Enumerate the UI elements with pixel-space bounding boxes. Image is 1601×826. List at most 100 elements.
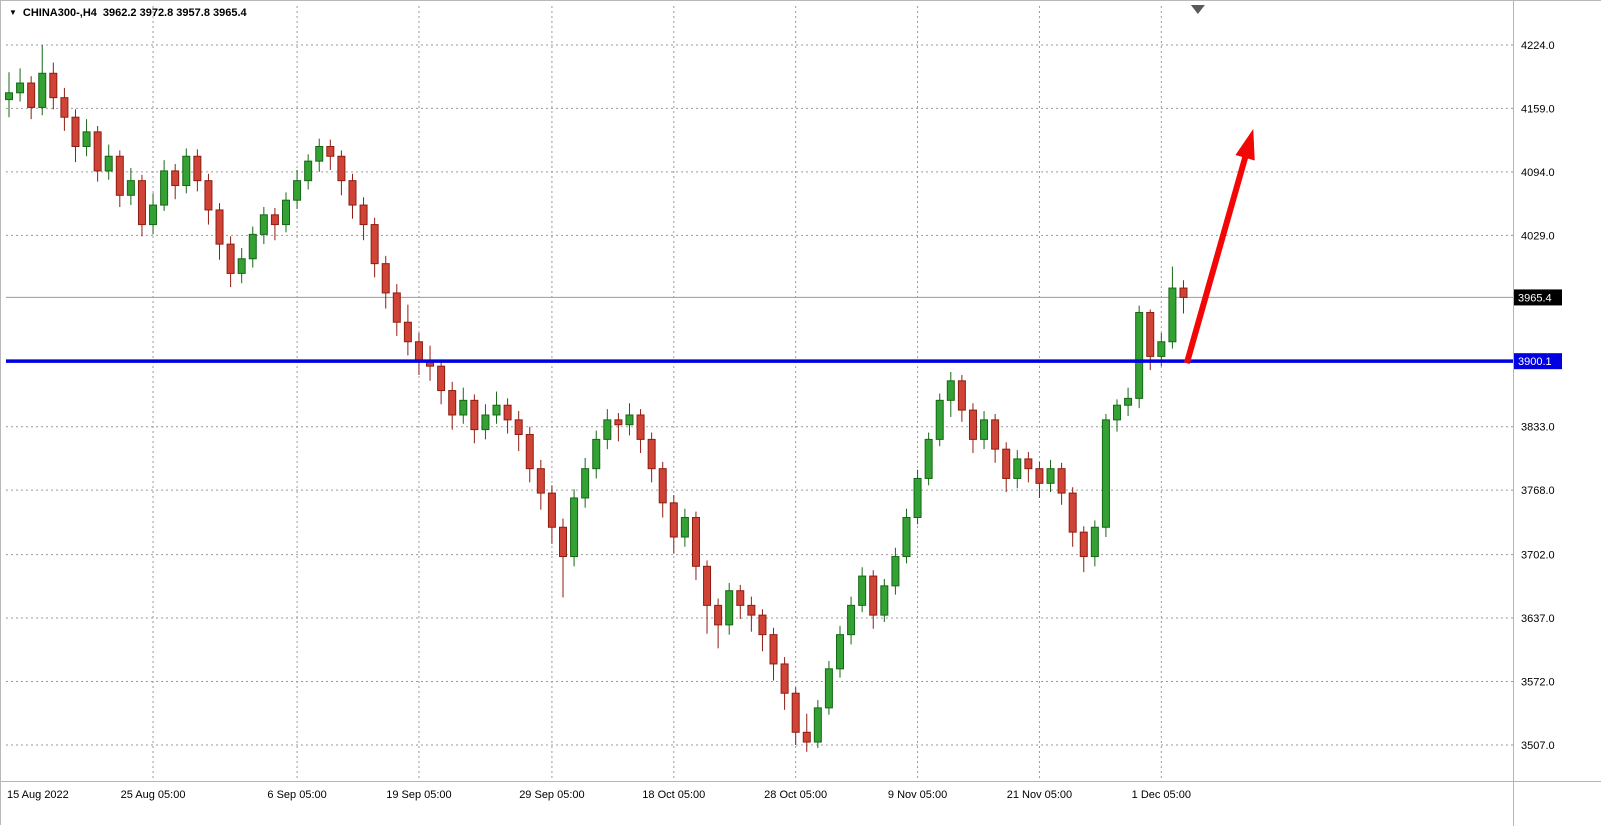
candle [603,409,612,450]
candle [570,489,579,567]
candle [902,508,911,564]
trend-arrow-shaft[interactable] [1183,149,1251,365]
candle-body [226,243,235,274]
candle [525,426,534,483]
candle-body [736,590,745,606]
candle-body [592,438,601,470]
candle-body [725,590,734,626]
candle-body [204,180,213,211]
candle-body [1046,468,1055,484]
candle-body [315,145,324,162]
candle [647,432,656,483]
candle-body [1101,419,1110,528]
candle [1101,414,1110,538]
candle [115,150,124,208]
candle [1057,462,1066,505]
candle [1002,442,1011,493]
candle [481,404,490,440]
candle-body [71,116,80,147]
candle [991,414,1000,463]
candle [824,661,833,715]
candle [60,87,69,131]
candle-body [93,131,102,172]
trend-arrow-head[interactable] [1235,128,1255,161]
candle [769,627,778,681]
candle-body [348,180,357,206]
candle-body [980,419,989,440]
candle-body [1068,492,1077,533]
time-axis-label: 19 Sep 05:00 [386,789,451,801]
candle-body [1179,287,1188,298]
candle-body [891,556,900,587]
candle [326,139,335,170]
candle-body [337,155,346,182]
candle-body [1113,404,1121,421]
candle-body [1024,458,1033,470]
candle [813,700,822,748]
candle [16,68,25,102]
candle [880,579,889,622]
candle-body [547,492,556,528]
candle [625,403,634,436]
candle [49,62,58,110]
candle [304,154,313,190]
time-axis-label: 28 Oct 05:00 [764,789,827,801]
current-price-badge-bg [1514,289,1562,306]
candle [559,518,567,598]
candles [5,44,1188,752]
price-axis: 4224.0 4159.0 4094.0 4029.0 3833.0 3768.0 3702… [1521,40,1555,752]
candle [1079,526,1088,573]
candle-body [481,414,490,431]
candle [725,582,734,635]
candle [968,403,977,454]
candle-body [237,258,246,274]
candle-body [1013,458,1022,479]
candle [747,596,756,632]
candle [503,398,512,434]
candle-body [847,604,856,636]
candle-body [968,409,977,440]
candle [1013,450,1022,489]
candle-body [492,404,501,416]
candle-body [115,155,124,196]
candle-body [1057,468,1066,494]
time-axis-label: 18 Oct 05:00 [642,789,705,801]
candle-body [680,516,689,538]
candle [293,169,302,209]
candle-body [1090,526,1099,558]
candle [514,411,523,452]
candle [1135,305,1144,409]
candle-body [747,604,756,616]
candle-body [824,668,833,709]
hline-price-badge-bg [1514,353,1562,370]
candle-body [880,585,889,616]
candle [370,217,379,278]
candle-body [791,692,800,733]
candle [680,508,689,547]
candle-body [1002,448,1011,479]
candle-body [636,414,645,440]
candle [935,393,944,447]
candle-body [1079,531,1088,558]
candle-body [924,438,933,479]
candle-body [160,170,169,206]
price-axis-label: 3637.0 [1521,613,1555,625]
candle [403,304,412,356]
candle [215,203,224,260]
time-axis-label: 1 Dec 05:00 [1132,789,1191,801]
candle-body [126,180,135,196]
candle-body [381,263,390,294]
time-axis-label: 6 Sep 05:00 [267,789,326,801]
time-axis-label: 25 Aug 05:00 [121,789,186,801]
candle [836,625,844,678]
candle [780,657,789,710]
symbol-dropdown-icon[interactable]: ▼ [9,8,17,17]
chart-shift-marker-icon[interactable] [1190,5,1205,14]
candle [1113,399,1121,432]
candle-body [559,526,567,558]
candle-body [625,414,634,426]
price-axis-label: 3833.0 [1521,422,1555,434]
candle [703,560,712,634]
candle [536,459,545,510]
